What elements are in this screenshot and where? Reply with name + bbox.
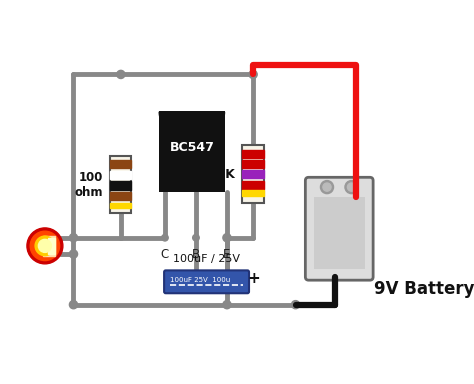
FancyBboxPatch shape — [305, 177, 373, 280]
Text: 9V Battery: 9V Battery — [374, 280, 474, 298]
Circle shape — [323, 183, 331, 191]
Bar — [110, 203, 131, 209]
Circle shape — [69, 301, 78, 309]
Bar — [110, 171, 131, 179]
Text: C: C — [161, 248, 169, 262]
Bar — [48, 238, 55, 254]
Circle shape — [292, 301, 300, 309]
Circle shape — [347, 183, 356, 191]
Bar — [110, 156, 131, 213]
Bar — [243, 149, 264, 158]
Circle shape — [193, 235, 199, 241]
Bar — [243, 190, 264, 196]
Circle shape — [223, 233, 231, 242]
Text: 100
ohm: 100 ohm — [74, 170, 103, 199]
Text: BC547: BC547 — [169, 141, 214, 154]
Text: 2.7K: 2.7K — [203, 167, 235, 180]
Circle shape — [27, 228, 63, 264]
Bar — [313, 197, 365, 269]
Bar — [159, 112, 225, 192]
Circle shape — [117, 70, 125, 78]
Circle shape — [38, 239, 52, 252]
Circle shape — [69, 233, 78, 242]
Circle shape — [224, 235, 230, 241]
Bar — [243, 170, 264, 178]
Text: 100uF / 25V: 100uF / 25V — [173, 254, 240, 264]
Bar — [110, 160, 131, 168]
FancyBboxPatch shape — [164, 270, 249, 293]
Circle shape — [249, 70, 257, 78]
Circle shape — [345, 180, 358, 194]
Bar — [110, 192, 131, 200]
Text: B: B — [192, 248, 200, 262]
Circle shape — [162, 235, 168, 241]
Circle shape — [223, 301, 231, 309]
Bar — [43, 236, 55, 256]
Text: E: E — [223, 248, 231, 262]
Bar — [110, 181, 131, 190]
Circle shape — [35, 236, 55, 256]
Bar — [243, 180, 264, 189]
Polygon shape — [159, 112, 225, 138]
Text: 100uF 25V  100u: 100uF 25V 100u — [170, 277, 230, 283]
Text: +: + — [247, 271, 260, 286]
Bar — [243, 160, 264, 168]
Circle shape — [69, 250, 78, 258]
Circle shape — [320, 180, 334, 194]
Circle shape — [30, 231, 60, 261]
Bar — [243, 146, 264, 203]
